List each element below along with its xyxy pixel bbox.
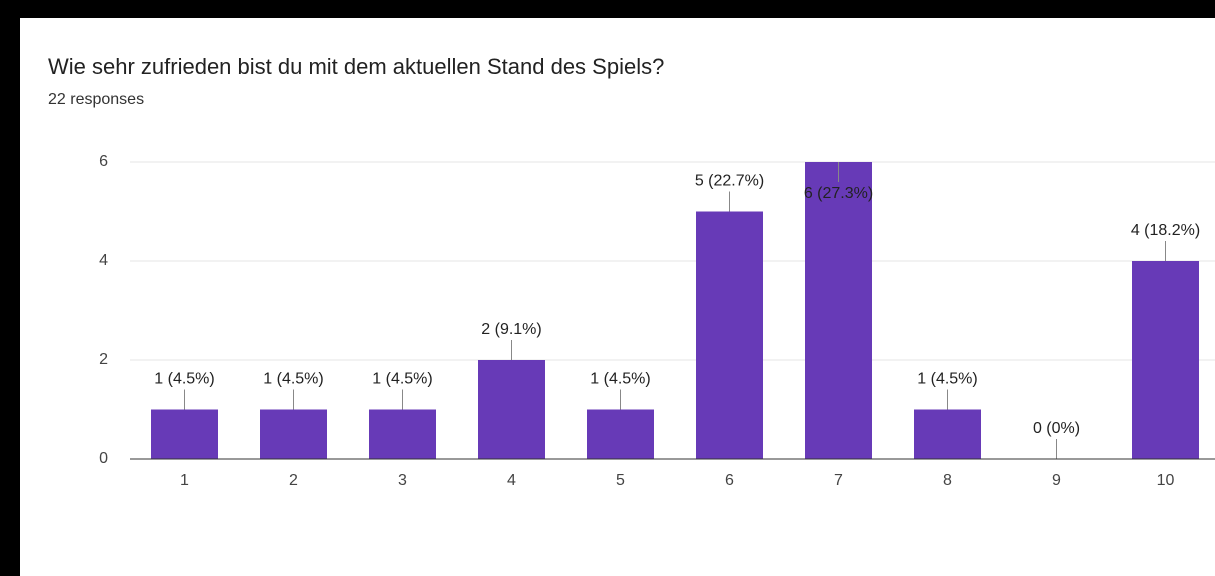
value-label: 1 (4.5%) xyxy=(372,371,432,388)
y-tick-label: 4 xyxy=(99,252,108,269)
bar xyxy=(478,360,545,459)
bar xyxy=(914,409,981,459)
value-label: 4 (18.2%) xyxy=(1131,222,1200,239)
x-tick-label: 6 xyxy=(725,472,734,489)
value-label: 1 (4.5%) xyxy=(154,371,214,388)
value-label: 2 (9.1%) xyxy=(481,321,541,338)
bar xyxy=(587,409,654,459)
value-label: 6 (27.3%) xyxy=(804,185,873,202)
value-label: 1 (4.5%) xyxy=(917,371,977,388)
x-tick-label: 10 xyxy=(1157,472,1175,489)
bar xyxy=(696,211,763,459)
value-label: 1 (4.5%) xyxy=(590,371,650,388)
value-label: 0 (0%) xyxy=(1033,420,1080,437)
bar xyxy=(1132,261,1199,459)
bar xyxy=(151,409,218,459)
bar xyxy=(369,409,436,459)
bar xyxy=(260,409,327,459)
y-tick-label: 0 xyxy=(99,450,108,467)
y-tick-label: 2 xyxy=(99,351,108,368)
x-tick-label: 8 xyxy=(943,472,952,489)
x-tick-label: 3 xyxy=(398,472,407,489)
x-tick-label: 1 xyxy=(180,472,189,489)
x-tick-label: 9 xyxy=(1052,472,1061,489)
bar xyxy=(805,162,872,459)
y-tick-label: 6 xyxy=(99,153,108,170)
value-label: 5 (22.7%) xyxy=(695,173,764,190)
panel xyxy=(20,18,1215,576)
x-tick-label: 2 xyxy=(289,472,298,489)
x-tick-label: 4 xyxy=(507,472,516,489)
chart-title: Wie sehr zufrieden bist du mit dem aktue… xyxy=(48,54,664,79)
value-label: 1 (4.5%) xyxy=(263,371,323,388)
x-tick-label: 7 xyxy=(834,472,843,489)
chart-subtitle: 22 responses xyxy=(48,91,144,108)
x-tick-label: 5 xyxy=(616,472,625,489)
